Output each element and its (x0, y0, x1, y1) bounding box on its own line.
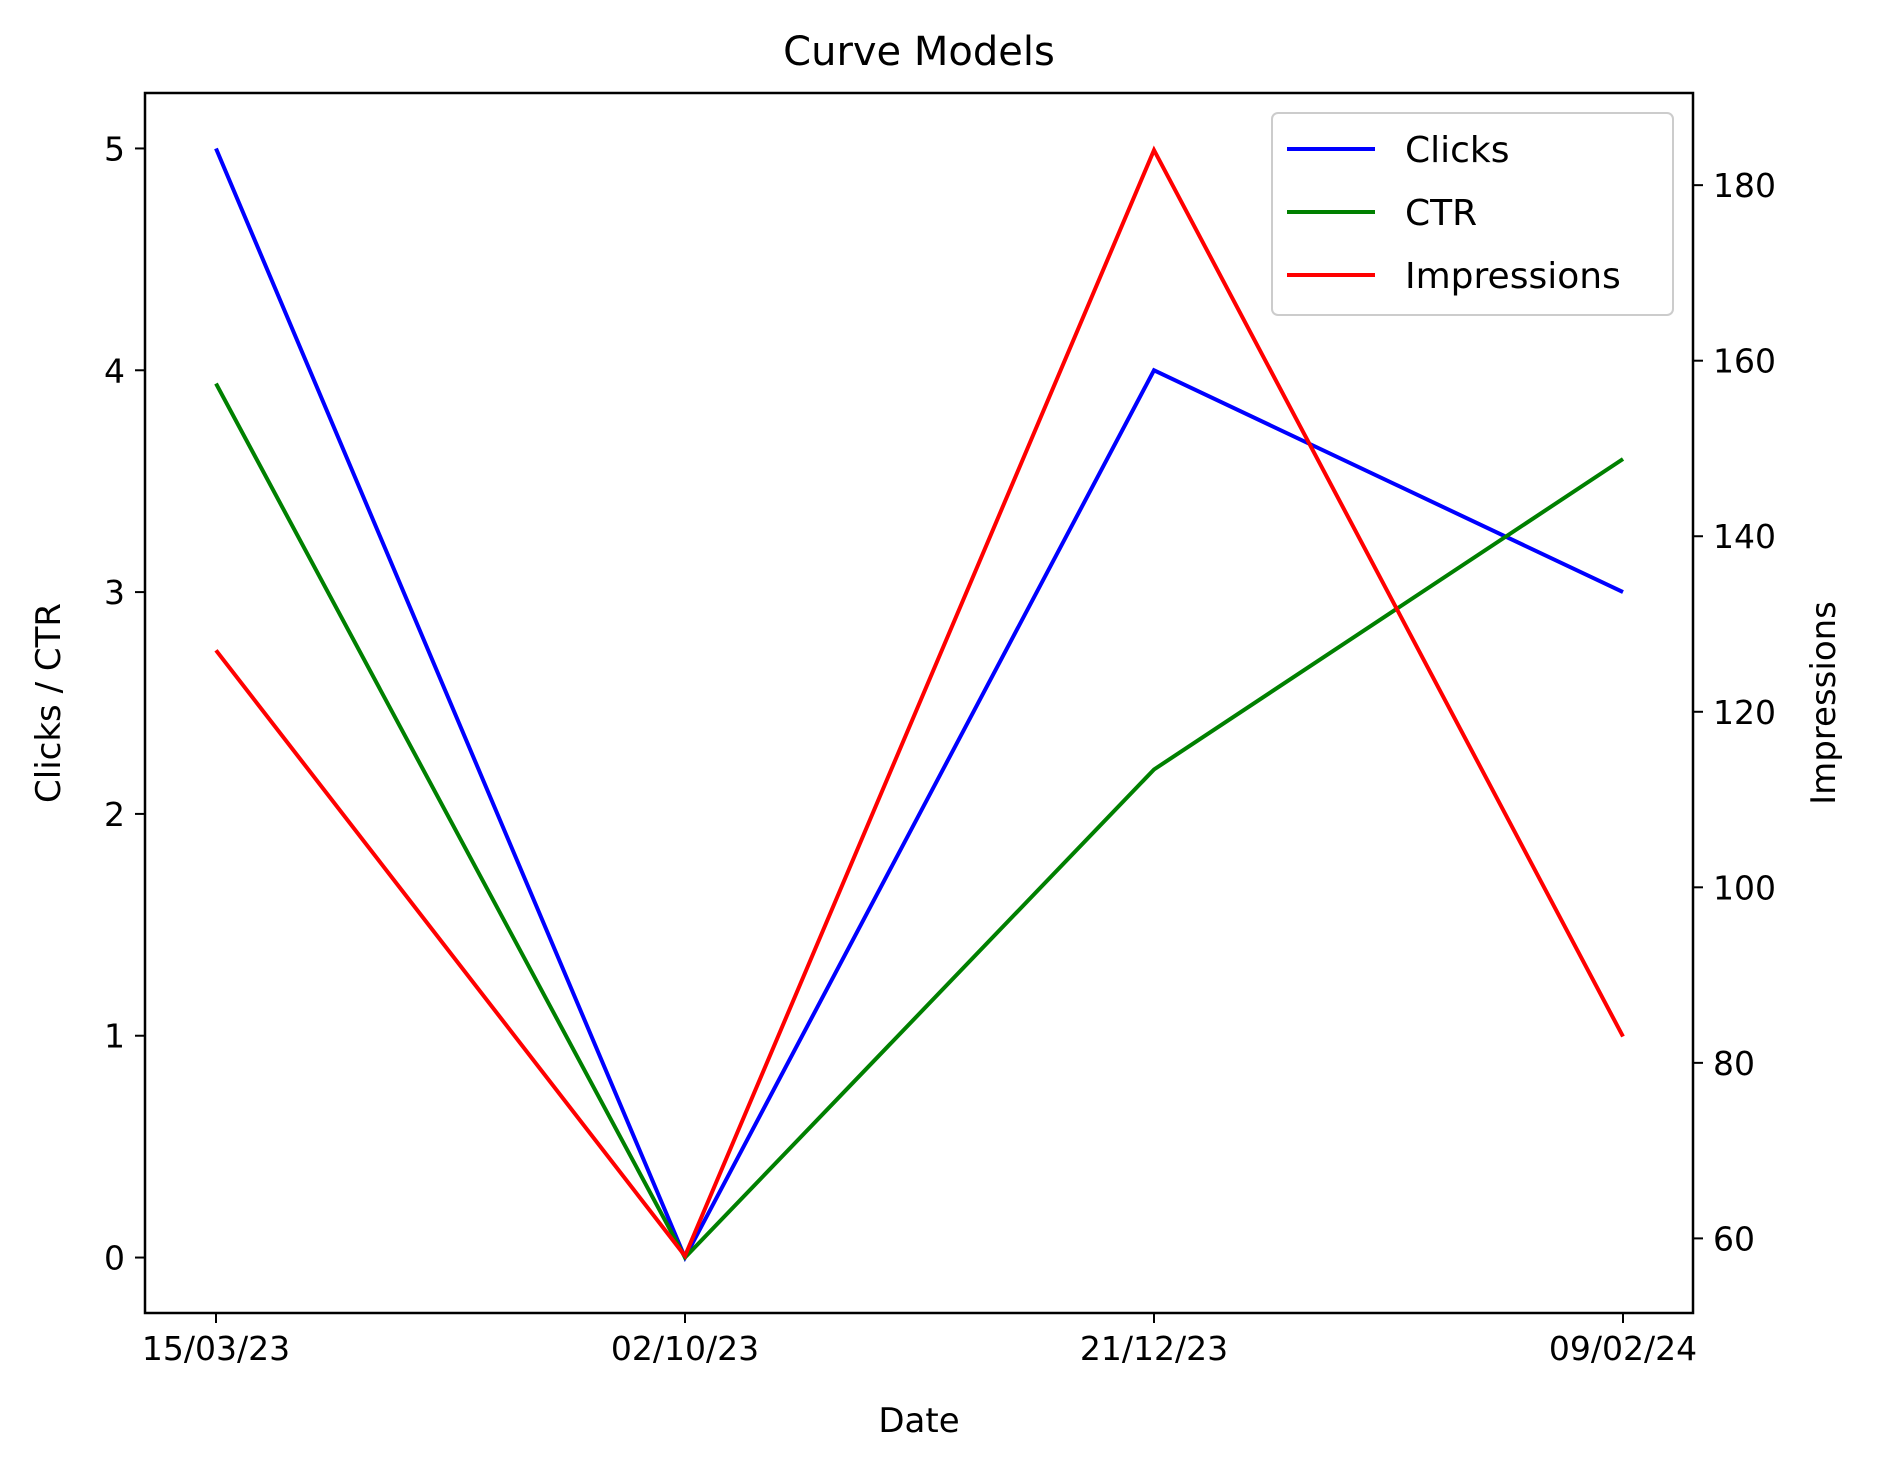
y-left-tick-label: 5 (104, 129, 125, 168)
y-right-tick-label: 80 (1713, 1044, 1755, 1083)
x-axis-title: Date (878, 1401, 959, 1441)
legend-label-clicks: Clicks (1405, 130, 1510, 171)
legend: Clicks CTR Impressions (1271, 112, 1674, 316)
x-tick-label: 15/03/23 (142, 1329, 290, 1368)
y-right-tick-label: 120 (1713, 693, 1776, 732)
y-left-tick-label: 3 (104, 573, 125, 612)
x-tick-label: 02/10/23 (611, 1329, 759, 1368)
legend-label-ctr: CTR (1405, 193, 1477, 234)
series-line-ctr (214, 382, 1625, 1261)
series-layer (214, 145, 1625, 1263)
y-right-tick-label: 100 (1713, 868, 1776, 907)
plot-frame (143, 91, 1695, 1315)
chart-title: Curve Models (783, 29, 1055, 75)
y-right-tick-label: 160 (1713, 342, 1776, 381)
axis-layer: 15/03/23 02/10/23 21/12/23 09/02/24 0 1 2 3 4 5 60… (104, 129, 1776, 1368)
legend-label-impressions: Impressions (1405, 256, 1621, 297)
y-right-tick-label: 60 (1713, 1219, 1755, 1258)
y-left-tick-label: 0 (104, 1239, 125, 1278)
series-line-clicks (214, 147, 1624, 1263)
y-left-tick-label: 1 (104, 1017, 125, 1056)
legend-box (1271, 112, 1674, 316)
series-line-impressions (214, 145, 1625, 1260)
y-left-tick-label: 4 (104, 351, 125, 390)
x-tick-label: 09/02/24 (1549, 1329, 1697, 1368)
y-right-tick-label: 140 (1713, 517, 1776, 556)
y-axis-left-title: Clicks / CTR (29, 603, 69, 803)
y-axis-right-title: Impressions (1804, 601, 1844, 805)
y-right-tick-label: 180 (1713, 166, 1776, 205)
y-left-tick-label: 2 (104, 795, 125, 834)
x-tick-label: 21/12/23 (1080, 1329, 1228, 1368)
